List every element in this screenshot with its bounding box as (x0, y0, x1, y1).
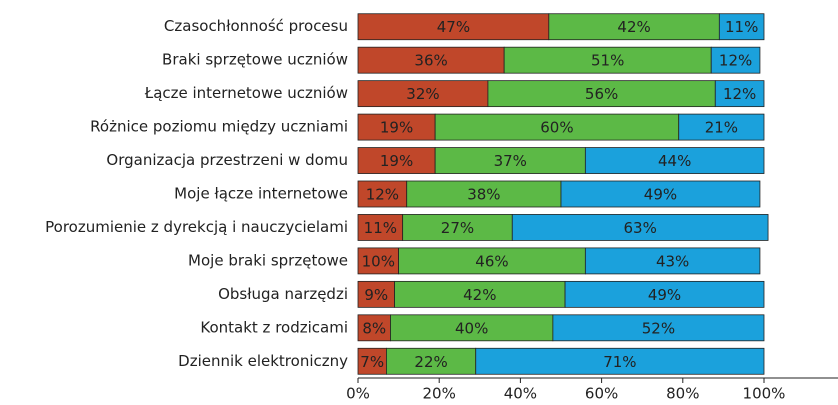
data-label: 8% (362, 319, 386, 337)
data-label: 60% (540, 119, 573, 137)
data-label: 11% (725, 18, 758, 36)
bar-segment (584, 147, 765, 174)
data-label: 22% (414, 353, 447, 371)
data-label: 27% (441, 219, 474, 237)
bar-segment (357, 214, 404, 241)
data-label: 7% (360, 353, 384, 371)
data-label: 12% (719, 52, 752, 70)
category-label: Organizacja przestrzeni w domu (106, 151, 348, 169)
data-label: 44% (658, 152, 691, 170)
data-label: 56% (585, 85, 618, 103)
data-label: 71% (603, 353, 636, 371)
bar-segment (357, 113, 436, 141)
bar-segment (560, 180, 761, 208)
bar-segment (398, 247, 586, 275)
bar-segment (357, 147, 436, 174)
data-label: 46% (475, 252, 508, 270)
category-label: Łącze internetowe uczniów (144, 84, 348, 102)
bar-segment (552, 314, 765, 342)
data-label: 36% (414, 52, 447, 70)
bar-segment (357, 347, 387, 375)
data-label: 49% (648, 286, 681, 304)
bar-segment (357, 13, 550, 41)
bar-segment (503, 46, 712, 74)
data-label: 19% (380, 119, 413, 137)
data-label: 11% (364, 219, 397, 237)
x-tick-label: 60% (585, 385, 618, 403)
category-label: Moje braki sprzętowe (188, 251, 348, 269)
bar-segment (357, 314, 391, 342)
x-tick-label: 80% (666, 385, 699, 403)
bar-segment (548, 13, 720, 41)
data-label: 47% (437, 18, 470, 36)
x-tick-label: 20% (423, 385, 456, 403)
data-label: 43% (656, 252, 689, 270)
data-label: 49% (644, 186, 677, 204)
category-label: Kontakt z rodzicami (200, 318, 348, 336)
data-label: 9% (364, 286, 388, 304)
bar-segment (714, 80, 765, 108)
x-tick-label: 100% (743, 385, 786, 403)
data-label: 63% (623, 219, 656, 237)
data-label: 38% (467, 186, 500, 204)
data-label: 10% (362, 252, 395, 270)
bar-segment (710, 46, 761, 74)
data-label: 51% (591, 52, 624, 70)
bar-segment (357, 247, 399, 275)
bar-segment (357, 280, 395, 308)
data-label: 12% (723, 85, 756, 103)
bar-segment (511, 214, 769, 241)
bar-segment (475, 347, 765, 375)
category-label: Porozumienie z dyrekcją i nauczycielami (45, 218, 348, 236)
category-label: Czasochłonność procesu (164, 17, 348, 35)
data-label: 42% (617, 18, 650, 36)
bar-segment (402, 214, 513, 241)
bar-segment (357, 180, 408, 208)
bar-segment (390, 314, 554, 342)
category-label: Obsługa narzędzi (218, 285, 348, 303)
category-label: Moje łącze internetowe (174, 185, 348, 203)
bar-segment (584, 247, 761, 275)
data-label: 52% (642, 319, 675, 337)
category-label: Różnice poziomu między uczniami (90, 118, 348, 136)
data-label: 32% (406, 85, 439, 103)
bar-segment (718, 13, 765, 41)
data-label: 19% (380, 152, 413, 170)
category-label: Dziennik elektroniczny (178, 352, 348, 370)
data-label: 40% (455, 319, 488, 337)
bar-segment (357, 80, 489, 108)
bar-segment (406, 180, 562, 208)
x-tick-label: 40% (504, 385, 537, 403)
data-label: 42% (463, 286, 496, 304)
bar-segment (434, 147, 586, 174)
bar-segment (487, 80, 716, 108)
x-tick-label: 0% (346, 385, 370, 403)
data-label: 37% (494, 152, 527, 170)
data-label: 12% (366, 186, 399, 204)
category-label: Braki sprzętowe uczniów (162, 51, 348, 69)
data-label: 21% (705, 119, 738, 137)
bar-segment (564, 280, 765, 308)
bar-segment (678, 113, 765, 141)
